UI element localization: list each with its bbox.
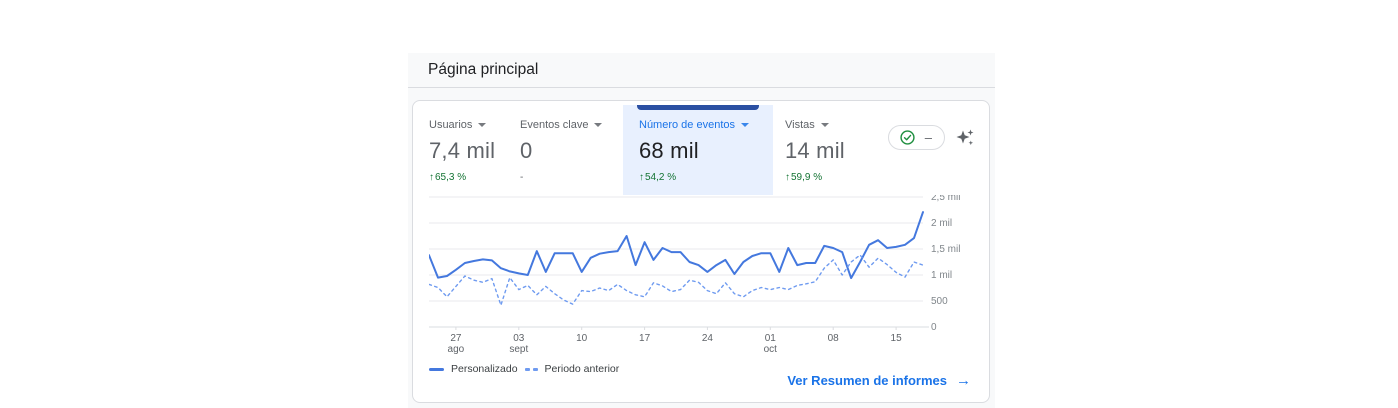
- svg-text:01: 01: [765, 333, 777, 344]
- right-arrow-icon: →: [956, 372, 971, 389]
- metric-tab-numero-de-eventos[interactable]: Número de eventos 68 mil ↑54,2 %: [623, 105, 773, 195]
- metric-value: 7,4 mil: [429, 138, 496, 163]
- legend-solid-line-swatch: [429, 367, 444, 371]
- svg-text:08: 08: [828, 333, 840, 344]
- selected-tab-indicator: [637, 105, 759, 110]
- link-label: Ver Resumen de informes: [787, 373, 947, 388]
- metric-label: Vistas: [785, 119, 815, 131]
- chevron-down-icon[interactable]: [594, 123, 603, 127]
- delta-up-icon: ↑: [639, 172, 644, 183]
- panel-header: Página principal: [408, 53, 995, 88]
- delta-up-icon: ↑: [785, 172, 790, 183]
- data-quality-button[interactable]: –: [887, 125, 945, 150]
- chevron-down-icon[interactable]: [478, 123, 487, 127]
- svg-text:03: 03: [513, 333, 525, 344]
- analytics-home-panel: Página principal Usuarios 7,4 mil ↑65,3 …: [408, 53, 995, 408]
- chevron-down-icon[interactable]: [820, 123, 829, 127]
- metric-delta: ↑54,2 %: [639, 172, 677, 183]
- overview-metrics-card: Usuarios 7,4 mil ↑65,3 % Eventos clave 0…: [412, 100, 990, 403]
- metric-delta: ↑-: [520, 172, 524, 183]
- svg-text:500: 500: [931, 296, 948, 307]
- legend-item-periodo-anterior: Periodo anterior: [544, 363, 620, 375]
- metric-tabs: Usuarios 7,4 mil ↑65,3 % Eventos clave 0…: [413, 105, 989, 195]
- quality-dash-label: –: [924, 129, 932, 145]
- svg-text:27: 27: [450, 333, 462, 344]
- svg-text:2 mil: 2 mil: [931, 218, 952, 229]
- svg-text:ago: ago: [448, 344, 465, 355]
- svg-text:2,5 mil: 2,5 mil: [931, 195, 960, 203]
- metric-label: Eventos clave: [520, 119, 589, 131]
- legend-dashed-line-swatch: [524, 367, 538, 371]
- chevron-down-icon[interactable]: [741, 123, 749, 127]
- svg-text:0: 0: [931, 322, 937, 333]
- delta-up-icon: ↑: [429, 172, 434, 183]
- insights-button[interactable]: [955, 128, 975, 148]
- metric-label: Usuarios: [429, 119, 473, 131]
- metric-value: 14 mil: [785, 138, 845, 163]
- data-quality-check-icon: [900, 130, 915, 145]
- svg-text:15: 15: [891, 333, 903, 344]
- sparkle-icon: [956, 129, 974, 145]
- metric-value: 0: [520, 138, 533, 163]
- svg-text:1 mil: 1 mil: [931, 270, 952, 281]
- svg-text:sept: sept: [509, 344, 528, 355]
- metric-delta: ↑59,9 %: [785, 172, 823, 183]
- metric-value: 68 mil: [639, 138, 699, 163]
- card-controls: –: [887, 125, 975, 150]
- svg-text:17: 17: [639, 333, 651, 344]
- svg-text:24: 24: [702, 333, 714, 344]
- svg-text:10: 10: [576, 333, 588, 344]
- metric-tab-eventos-clave[interactable]: Eventos clave 0 ↑-: [520, 105, 623, 195]
- legend-item-personalizado: Personalizado: [451, 363, 518, 375]
- svg-text:1,5 mil: 1,5 mil: [931, 244, 960, 255]
- trend-chart[interactable]: 2,5 mil 2 mil 1,5 mil 1 mil 500 0 27 ago 03 sept 1…: [428, 192, 973, 362]
- chart-legend: Personalizado Periodo anterior: [429, 363, 973, 375]
- metric-tab-usuarios[interactable]: Usuarios 7,4 mil ↑65,3 %: [429, 105, 520, 195]
- view-reports-snapshot-link[interactable]: Ver Resumen de informes →: [787, 372, 971, 389]
- svg-text:oct: oct: [764, 344, 778, 355]
- page-title: Página principal: [428, 61, 539, 78]
- metric-tab-vistas[interactable]: Vistas 14 mil ↑59,9 %: [773, 105, 893, 195]
- metric-delta: ↑65,3 %: [429, 172, 467, 183]
- metric-label: Número de eventos: [639, 119, 735, 131]
